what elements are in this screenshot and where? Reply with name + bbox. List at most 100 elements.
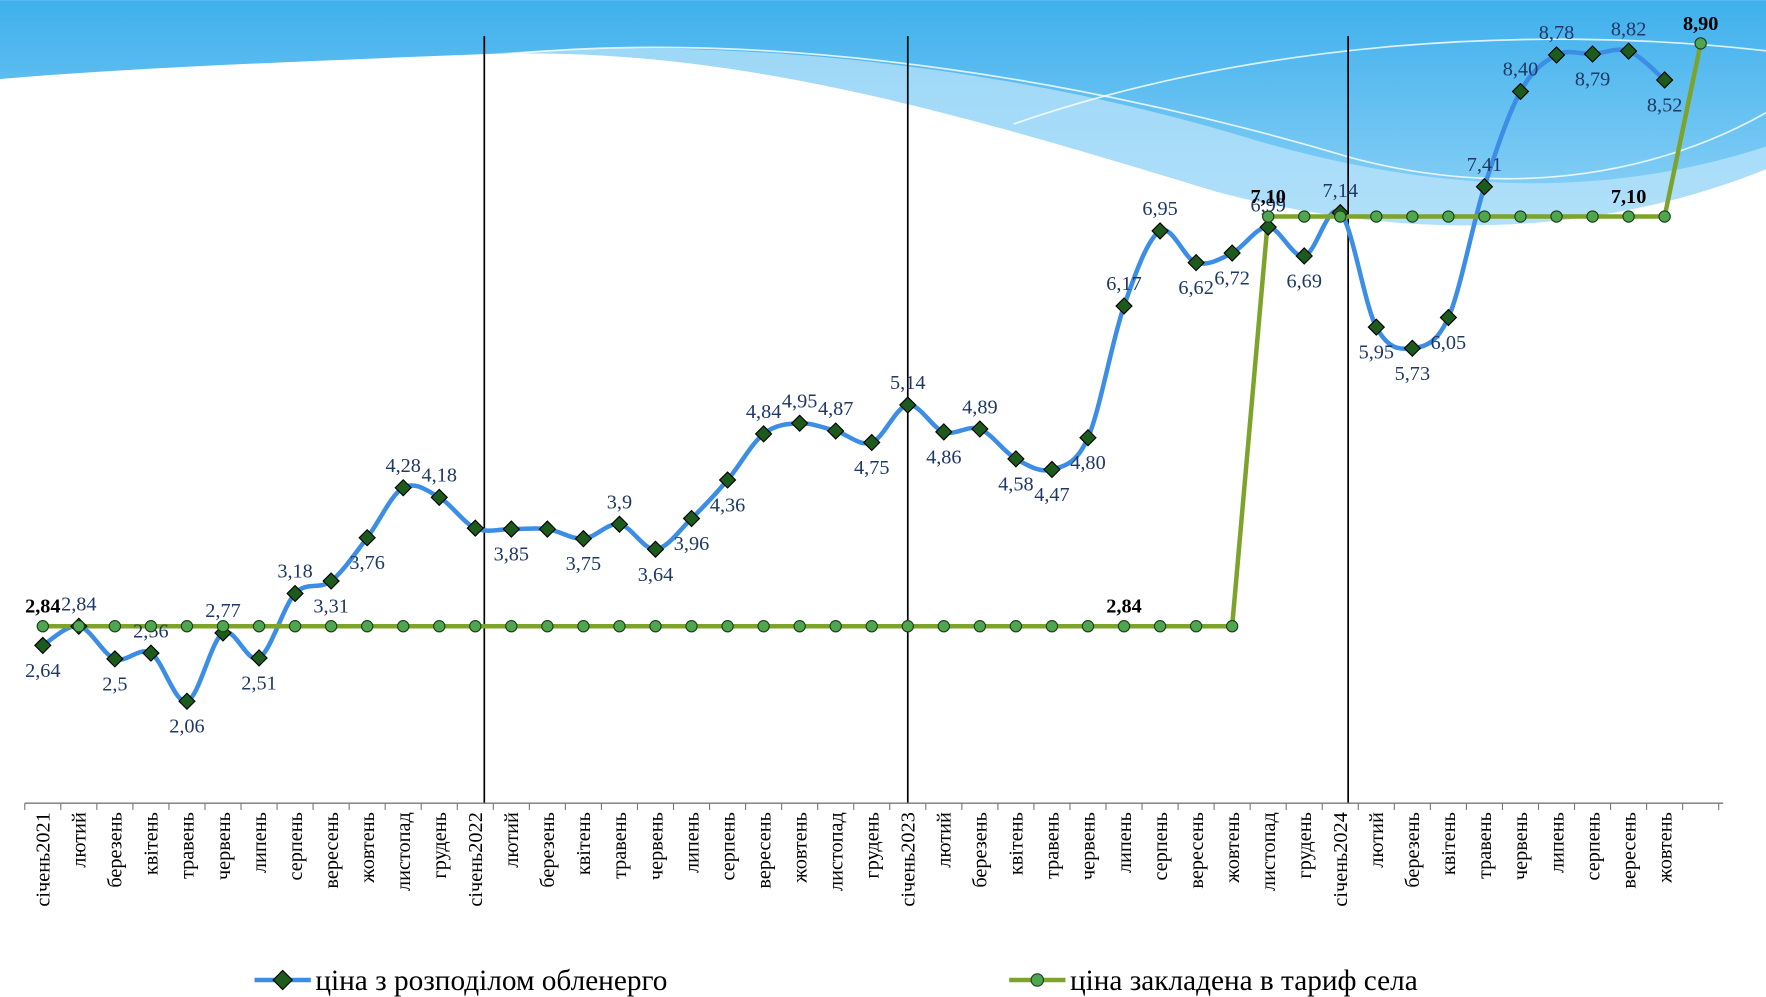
point-marker (288, 620, 302, 633)
point-marker (505, 620, 518, 633)
point-marker (682, 509, 701, 528)
value-label: 4,80 (1070, 452, 1105, 474)
point-marker (973, 620, 987, 633)
x-tick-label: липень (1114, 812, 1136, 873)
x-tick-label: червень (645, 812, 667, 880)
x-tick-label: травень (609, 812, 631, 879)
value-label: 4,36 (710, 495, 745, 517)
legend-label: ціна з розподілом обленерго (315, 965, 667, 997)
x-tick-label: вересень (1618, 812, 1640, 888)
x-tick-label: червень (213, 812, 235, 880)
point-marker (757, 620, 770, 633)
value-label: 8,82 (1611, 18, 1646, 40)
point-marker (394, 478, 412, 497)
point-marker (1586, 210, 1599, 223)
point-marker (685, 620, 698, 633)
value-label: 4,28 (385, 455, 420, 477)
x-tick-label: грудень (1294, 812, 1316, 878)
x-tick-label: листопад (825, 812, 847, 891)
point-marker (1658, 210, 1671, 223)
point-marker (541, 620, 554, 633)
point-marker (1079, 428, 1097, 447)
value-label: 2,64 (25, 660, 60, 682)
point-marker (1475, 177, 1494, 196)
x-tick-label: травень (177, 812, 199, 879)
point-marker (1043, 460, 1061, 479)
x-tick-label: листопад (1258, 812, 1280, 891)
value-label: 6,72 (1214, 268, 1249, 290)
value-label: 4,58 (998, 473, 1033, 495)
point-marker (1403, 339, 1422, 358)
value-label: 3,96 (674, 533, 709, 555)
value-label: 8,40 (1503, 59, 1538, 81)
value-label: 4,87 (818, 398, 853, 420)
x-tick-label: травень (1042, 812, 1064, 879)
x-tick-label: квітень (573, 812, 595, 875)
value-label: 2,06 (169, 716, 204, 738)
value-label: 5,14 (890, 372, 925, 394)
point-marker (937, 620, 951, 633)
x-tick-label: лютий (501, 812, 523, 868)
point-marker (935, 423, 953, 441)
value-label: 7,41 (1467, 154, 1502, 176)
x-tick-label: січень2023 (898, 812, 920, 906)
point-marker (829, 620, 842, 633)
point-marker (1622, 210, 1635, 223)
point-marker (610, 515, 629, 534)
value-label: 8,79 (1575, 69, 1610, 91)
point-marker (901, 620, 914, 633)
point-marker (1619, 42, 1638, 60)
value-label: 4,95 (782, 391, 817, 413)
x-tick-label: лютий (1366, 812, 1388, 868)
x-tick-label: січень2022 (465, 812, 487, 906)
point-marker (577, 620, 590, 633)
x-tick-label: квітень (141, 812, 163, 875)
point-marker (721, 620, 734, 633)
point-marker (1442, 210, 1455, 223)
point-marker (793, 620, 806, 633)
point-marker (1406, 210, 1419, 223)
point-marker (790, 414, 809, 433)
point-marker (574, 529, 593, 548)
point-marker (1115, 297, 1133, 315)
x-tick-label: березень (1402, 812, 1424, 888)
x-tick-label: січень2021 (33, 812, 55, 906)
value-label: 6,17 (1106, 273, 1141, 295)
point-marker (36, 620, 49, 633)
x-tick-label: липень (1546, 812, 1568, 873)
x-tick-label: червень (1510, 812, 1532, 880)
point-marker (538, 520, 557, 538)
value-label: 3,76 (349, 552, 384, 574)
value-label: 4,75 (854, 457, 889, 479)
point-marker (971, 420, 989, 438)
value-label: 7,14 (1323, 180, 1358, 202)
point-marker (324, 620, 338, 633)
x-tick-label: жовтень (1654, 812, 1676, 884)
point-marker (286, 584, 304, 603)
x-tick-label: жовтень (789, 812, 811, 884)
point-marker (144, 620, 158, 633)
x-tick-label: березень (970, 812, 992, 888)
point-marker (430, 488, 449, 507)
x-tick-label: липень (249, 812, 271, 873)
x-tick-label: серпень (1150, 812, 1172, 880)
point-marker (216, 620, 230, 633)
legend-label: ціна закладена в тариф села (1070, 965, 1418, 997)
value-label: 2,5 (102, 673, 127, 695)
point-marker (397, 620, 410, 633)
x-tick-label: серпень (1582, 812, 1604, 880)
legend: ціна з розподілом обленерго ціна закладе… (254, 965, 1418, 997)
point-marker (252, 620, 266, 633)
value-label: 2,51 (241, 672, 276, 694)
point-marker (106, 650, 124, 668)
point-marker (1370, 210, 1383, 223)
value-label: 6,62 (1178, 277, 1213, 299)
point-marker (1439, 308, 1458, 327)
value-label: 2,77 (205, 600, 240, 622)
point-marker (1334, 210, 1347, 223)
point-marker (1261, 210, 1275, 223)
x-tick-label: квітень (1438, 812, 1460, 875)
x-tick-label: лютий (69, 812, 91, 868)
value-label: 3,85 (494, 544, 529, 566)
